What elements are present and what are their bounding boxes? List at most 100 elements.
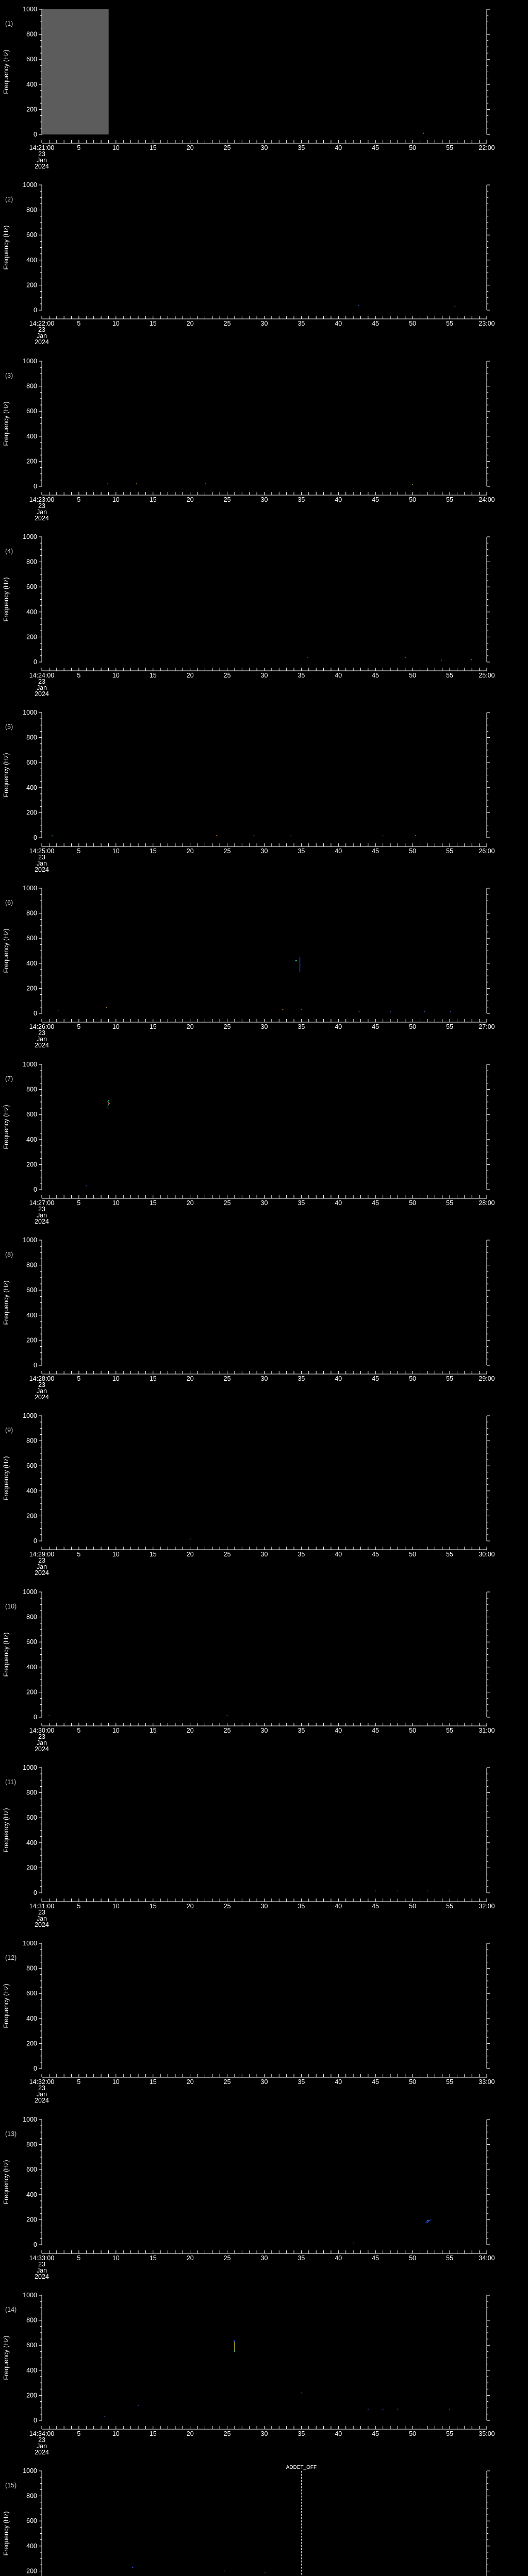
svg-text:40: 40 (335, 2430, 342, 2437)
svg-text:400: 400 (26, 2191, 37, 2198)
svg-text:29:00: 29:00 (478, 1375, 494, 1382)
svg-text:40: 40 (335, 1903, 342, 1910)
svg-text:35: 35 (298, 672, 305, 679)
svg-text:20: 20 (187, 2078, 194, 2086)
svg-text:55: 55 (446, 1375, 453, 1382)
svg-text:800: 800 (26, 2493, 37, 2500)
svg-text:30: 30 (261, 2078, 268, 2086)
svg-text:0: 0 (34, 2417, 37, 2424)
svg-text:Frequency (Hz): Frequency (Hz) (3, 1808, 10, 1852)
svg-text:5: 5 (77, 1023, 80, 1030)
svg-text:600: 600 (26, 2517, 37, 2524)
svg-text:2024: 2024 (35, 2097, 49, 2104)
svg-text:800: 800 (26, 2141, 37, 2148)
svg-text:20: 20 (187, 672, 194, 679)
svg-text:600: 600 (26, 1463, 37, 1470)
svg-text:20: 20 (187, 1903, 194, 1910)
svg-text:200: 200 (26, 1161, 37, 1168)
svg-text:800: 800 (26, 1789, 37, 1797)
svg-text:35: 35 (298, 1903, 305, 1910)
svg-text:(11): (11) (5, 1778, 16, 1786)
svg-text:0: 0 (34, 2065, 37, 2072)
svg-text:24:00: 24:00 (478, 496, 494, 503)
svg-text:0: 0 (34, 131, 37, 138)
svg-text:0: 0 (34, 834, 37, 841)
svg-text:1000: 1000 (23, 2292, 37, 2299)
svg-text:800: 800 (26, 1262, 37, 1269)
svg-text:10: 10 (112, 848, 120, 855)
svg-text:55: 55 (446, 2078, 453, 2086)
svg-text:20: 20 (187, 848, 194, 855)
svg-text:800: 800 (26, 1613, 37, 1620)
svg-text:10: 10 (112, 672, 120, 679)
svg-text:45: 45 (372, 1903, 379, 1910)
svg-text:35: 35 (298, 2255, 305, 2262)
svg-text:45: 45 (372, 496, 379, 503)
svg-text:600: 600 (26, 583, 37, 590)
svg-text:0: 0 (34, 1889, 37, 1896)
svg-text:35: 35 (298, 2078, 305, 2086)
svg-text:35: 35 (298, 320, 305, 327)
svg-text:200: 200 (26, 633, 37, 640)
svg-text:15: 15 (150, 1023, 157, 1030)
svg-text:40: 40 (335, 144, 342, 151)
svg-text:40: 40 (335, 1023, 342, 1030)
svg-text:800: 800 (26, 2316, 37, 2324)
svg-text:(14): (14) (5, 2306, 16, 2313)
svg-text:400: 400 (26, 1136, 37, 1143)
svg-text:2024: 2024 (35, 1218, 49, 1225)
svg-text:Frequency (Hz): Frequency (Hz) (3, 1632, 10, 1676)
svg-text:45: 45 (372, 672, 379, 679)
svg-text:600: 600 (26, 408, 37, 415)
svg-text:2024: 2024 (35, 1921, 49, 1928)
svg-text:200: 200 (26, 2216, 37, 2223)
svg-text:20: 20 (187, 1727, 194, 1734)
svg-text:15: 15 (150, 1375, 157, 1382)
svg-text:25: 25 (224, 2255, 231, 2262)
svg-text:50: 50 (409, 2255, 416, 2262)
svg-text:1000: 1000 (23, 709, 37, 716)
svg-text:30: 30 (261, 2430, 268, 2437)
svg-text:0: 0 (34, 1010, 37, 1017)
svg-text:400: 400 (26, 608, 37, 616)
svg-text:1000: 1000 (23, 181, 37, 189)
svg-text:10: 10 (112, 496, 120, 503)
svg-text:5: 5 (77, 1375, 80, 1382)
svg-text:45: 45 (372, 144, 379, 151)
svg-text:(13): (13) (5, 2130, 16, 2138)
svg-text:50: 50 (409, 672, 416, 679)
svg-text:25: 25 (224, 1727, 231, 1734)
svg-text:50: 50 (409, 1023, 416, 1030)
svg-text:(8): (8) (5, 1251, 13, 1258)
svg-text:10: 10 (112, 144, 120, 151)
svg-text:400: 400 (26, 960, 37, 967)
svg-text:800: 800 (26, 558, 37, 565)
svg-text:55: 55 (446, 320, 453, 327)
svg-text:(9): (9) (5, 1427, 13, 1434)
svg-text:5: 5 (77, 144, 80, 151)
svg-text:15: 15 (150, 1551, 157, 1558)
svg-text:600: 600 (26, 2342, 37, 2349)
svg-text:5: 5 (77, 1903, 80, 1910)
svg-text:1000: 1000 (23, 1236, 37, 1244)
svg-text:1000: 1000 (23, 1588, 37, 1596)
svg-text:600: 600 (26, 935, 37, 942)
svg-text:25: 25 (224, 496, 231, 503)
svg-text:20: 20 (187, 1551, 194, 1558)
svg-text:400: 400 (26, 2015, 37, 2022)
svg-text:5: 5 (77, 2430, 80, 2437)
svg-text:30: 30 (261, 320, 268, 327)
svg-text:2024: 2024 (35, 338, 49, 346)
svg-text:45: 45 (372, 1727, 379, 1734)
svg-text:25: 25 (224, 672, 231, 679)
svg-text:1000: 1000 (23, 1940, 37, 1947)
svg-text:2024: 2024 (35, 866, 49, 873)
svg-text:15: 15 (150, 848, 157, 855)
svg-text:200: 200 (26, 809, 37, 817)
svg-text:(2): (2) (5, 196, 13, 203)
svg-text:45: 45 (372, 2430, 379, 2437)
svg-text:Frequency (Hz): Frequency (Hz) (3, 1281, 10, 1325)
svg-text:400: 400 (26, 1839, 37, 1846)
svg-text:200: 200 (26, 2040, 37, 2047)
svg-text:20: 20 (187, 2430, 194, 2437)
